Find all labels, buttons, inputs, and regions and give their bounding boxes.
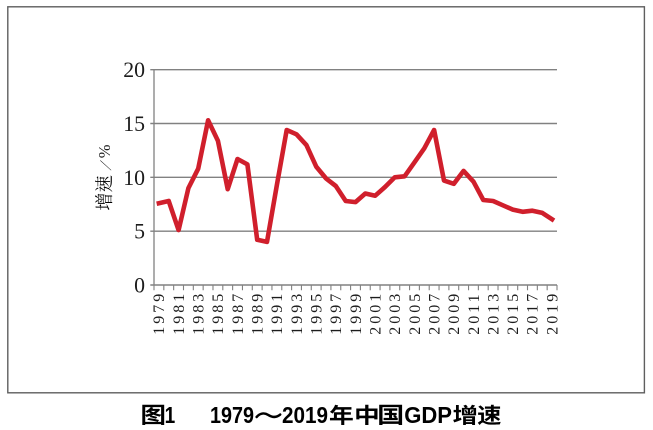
svg-text:2001: 2001 [368, 291, 385, 335]
svg-text:1993: 1993 [289, 291, 306, 335]
svg-text:1987: 1987 [230, 291, 247, 335]
svg-text:1: 1 [165, 402, 176, 428]
svg-text:10: 10 [123, 166, 145, 190]
svg-text:1995: 1995 [309, 291, 326, 335]
svg-text:1985: 1985 [210, 291, 227, 335]
svg-text:5: 5 [134, 220, 145, 244]
svg-text:1997: 1997 [328, 291, 345, 335]
svg-text:2007: 2007 [426, 291, 443, 335]
svg-text:2019: 2019 [544, 291, 561, 335]
svg-text:2005: 2005 [407, 291, 424, 335]
svg-text:1979: 1979 [151, 291, 168, 335]
svg-text:2003: 2003 [387, 291, 404, 335]
svg-text:1989: 1989 [250, 291, 267, 335]
svg-text:GDP: GDP [404, 402, 452, 428]
svg-text:1983: 1983 [191, 291, 208, 335]
svg-text:1979: 1979 [210, 402, 254, 428]
svg-text:1991: 1991 [269, 291, 286, 335]
svg-text:20: 20 [123, 58, 145, 82]
svg-text:2009: 2009 [446, 291, 463, 335]
svg-text:2011: 2011 [466, 291, 483, 334]
svg-text:2017: 2017 [525, 291, 542, 335]
svg-text:%: % [95, 144, 114, 158]
svg-text:0: 0 [134, 273, 145, 297]
svg-text:15: 15 [123, 112, 145, 136]
svg-text:1981: 1981 [171, 291, 188, 335]
svg-text:2019: 2019 [282, 402, 328, 428]
svg-text:1999: 1999 [348, 291, 365, 335]
svg-text:2013: 2013 [485, 291, 502, 335]
svg-text:2015: 2015 [505, 291, 522, 335]
